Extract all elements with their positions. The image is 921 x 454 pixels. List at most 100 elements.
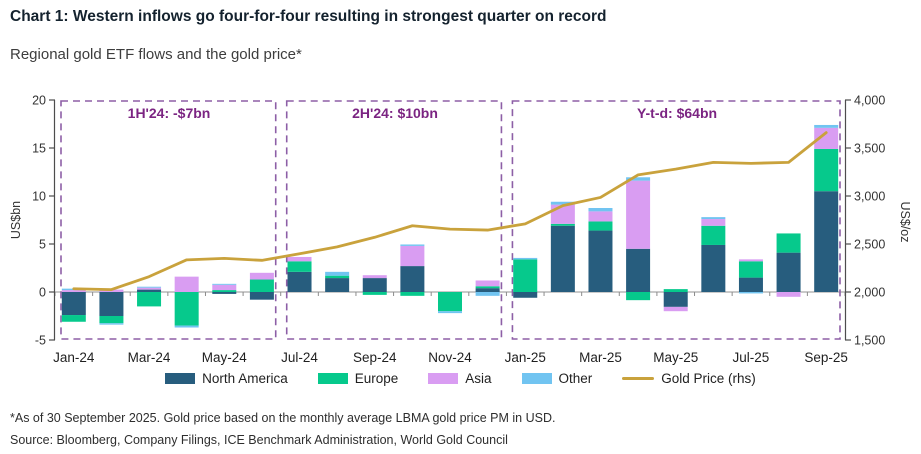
bar-segment-other (626, 177, 651, 181)
right-axis-tick-label: 2,000 (854, 286, 885, 300)
chart-legend: North America Europe Asia Other Gold Price (… (0, 371, 921, 386)
bar-segment-north-america (513, 292, 538, 298)
x-axis-month-label: Jan-25 (505, 350, 546, 365)
bar-segment-north-america (701, 244, 726, 292)
bar-segment-asia (137, 287, 162, 290)
left-axis-tick-label: -5 (35, 334, 46, 348)
x-axis-month-label: Jan-24 (53, 350, 95, 365)
legend-item-north-america: North America (165, 371, 288, 386)
bar-segment-other (212, 283, 237, 285)
bar-segment-asia (174, 276, 199, 292)
bar-segment-asia (626, 180, 651, 249)
bar-segment-asia (550, 204, 575, 224)
bar-segment-other (99, 323, 124, 325)
x-axis-month-label: Nov-24 (428, 350, 472, 365)
left-axis-tick-label: 10 (32, 190, 46, 204)
x-axis-month-label: Jul-24 (281, 350, 318, 365)
bar-segment-north-america (362, 278, 387, 292)
x-axis-month-label: Mar-24 (128, 350, 171, 365)
bar-segment-europe (212, 290, 237, 292)
legend-label: Gold Price (rhs) (661, 371, 756, 386)
bar-segment-europe (588, 221, 613, 231)
footnote-asof: *As of 30 September 2025. Gold price bas… (10, 411, 556, 425)
bar-segment-north-america (249, 292, 274, 300)
bar-segment-asia (249, 272, 274, 280)
left-axis-tick-label: 0 (39, 286, 46, 300)
left-axis-title: US$bn (9, 200, 23, 240)
bar-segment-other (325, 271, 350, 276)
bar-segment-north-america (212, 292, 237, 294)
bar-segment-europe (174, 292, 199, 326)
legend-label: Europe (354, 371, 399, 386)
bar-segment-north-america (588, 230, 613, 292)
bar-segment-north-america (99, 292, 124, 316)
bar-segment-europe (61, 315, 86, 322)
period-box (511, 100, 841, 340)
bar-segment-europe (663, 289, 688, 292)
legend-swatch-icon (521, 373, 552, 384)
legend-label: Asia (465, 371, 492, 386)
bar-segment-north-america (325, 278, 350, 292)
x-axis-month-label: Mar-25 (579, 350, 622, 365)
bar-segment-north-america (814, 191, 839, 292)
legend-swatch-icon (317, 373, 348, 384)
bar-segment-europe (738, 261, 763, 278)
bar-segment-other (588, 208, 613, 212)
chart-subtitle: Regional gold ETF flows and the gold pri… (10, 46, 302, 63)
legend-label: Other (558, 371, 593, 386)
bar-segment-asia (400, 245, 425, 267)
bar-segment-europe (287, 261, 312, 272)
bar-segment-north-america (626, 248, 651, 292)
bar-segment-asia (663, 306, 688, 312)
bar-segment-north-america (287, 271, 312, 292)
bar-segment-north-america (400, 266, 425, 292)
bar-segment-north-america (475, 288, 500, 292)
bar-segment-asia (738, 259, 763, 262)
bar-segment-europe (626, 292, 651, 301)
x-axis-month-label: May-24 (202, 350, 248, 365)
bar-segment-europe (99, 316, 124, 324)
legend-item-asia: Asia (428, 371, 492, 386)
right-axis-title: US$/oz (898, 201, 912, 243)
bar-segment-north-america (61, 292, 86, 316)
bar-segment-europe (362, 292, 387, 295)
bar-segment-asia (701, 219, 726, 226)
gold-price-line (72, 131, 828, 292)
bar-segment-europe (438, 292, 462, 312)
period-box (285, 100, 503, 340)
legend-item-europe: Europe (317, 371, 399, 386)
bar-segment-other (400, 244, 425, 246)
right-axis-tick-label: 2,500 (854, 238, 885, 252)
legend-swatch-icon (428, 373, 459, 384)
x-axis-month-label: May-25 (653, 350, 698, 365)
bar-segment-other (438, 311, 462, 314)
bar-segment-europe (550, 223, 575, 226)
bar-segment-other (550, 201, 575, 205)
legend-label: North America (202, 371, 288, 386)
bar-segment-other (513, 257, 538, 260)
annotation-ytd: Y-t-d: $64bn (636, 105, 718, 121)
bar-segment-north-america (776, 252, 801, 292)
bar-segment-other (137, 286, 162, 288)
left-axis-tick-label: 15 (32, 142, 46, 156)
bar-segment-asia (475, 280, 500, 287)
x-axis-month-label: Jul-25 (733, 350, 770, 365)
bar-segment-north-america (663, 292, 688, 307)
right-axis-tick-label: 4,000 (854, 94, 885, 108)
bar-segment-asia (776, 292, 801, 297)
bar-segment-europe (701, 225, 726, 245)
bar-segment-other (174, 325, 199, 328)
bar-segment-other (475, 292, 500, 296)
bar-segment-asia (588, 211, 613, 222)
legend-item-gold-price-rhs-: Gold Price (rhs) (622, 371, 756, 386)
bar-segment-asia (212, 284, 237, 291)
bar-segment-asia (814, 127, 839, 149)
bar-segment-europe (249, 279, 274, 292)
annotation-2h24: 2H'24: $10bn (352, 105, 438, 121)
legend-swatch-icon (165, 373, 196, 384)
x-axis-month-label: Sep-24 (353, 350, 397, 365)
right-axis-tick-label: 1,500 (854, 334, 885, 348)
period-box (60, 100, 277, 340)
bar-segment-europe (137, 292, 162, 307)
